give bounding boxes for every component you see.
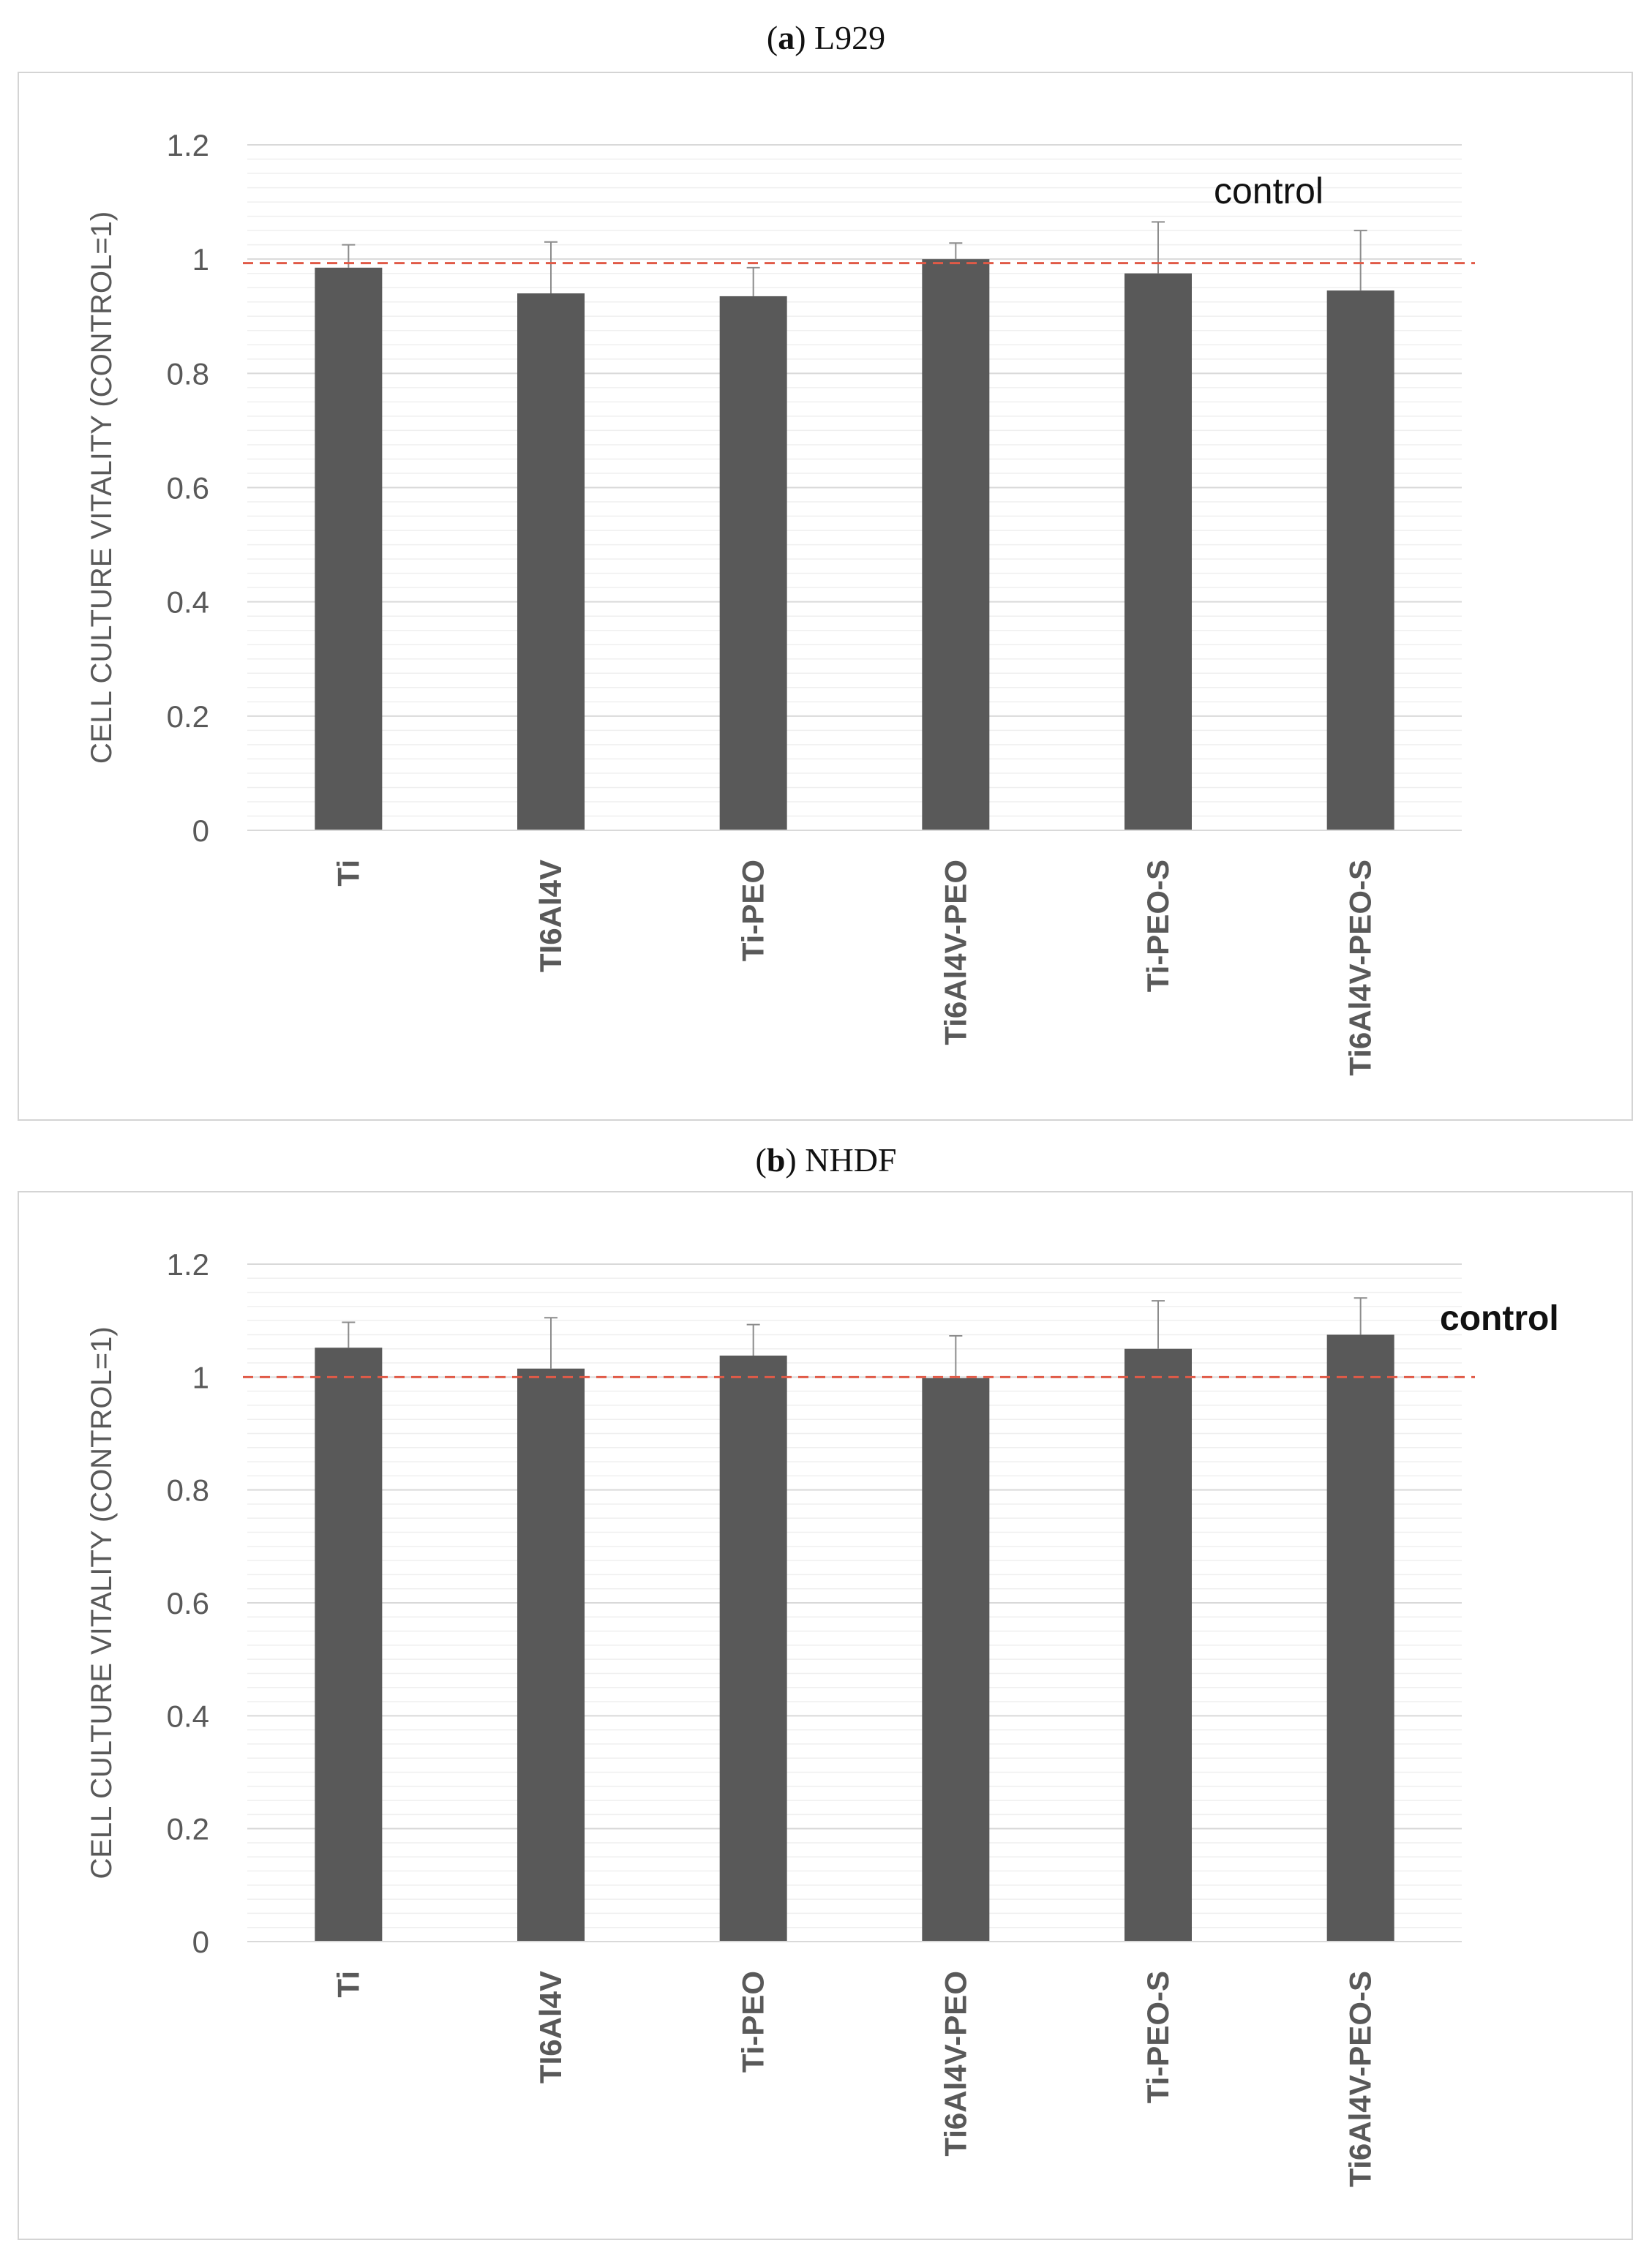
y-tick-label: 0: [192, 1925, 209, 1959]
bar-5: [1326, 290, 1394, 830]
y-axis-label: CELL CULTURE VITALITY (CONTROL=1): [86, 211, 118, 764]
x-tick-label-0: Ti: [331, 1971, 365, 1998]
bar-3: [922, 259, 990, 830]
y-axis-label: CELL CULTURE VITALITY (CONTROL=1): [86, 1326, 118, 1879]
bar-4: [1125, 273, 1192, 830]
x-tick-label-2: Ti-PEO: [736, 860, 770, 961]
panel-a-letter: a: [778, 19, 795, 56]
y-tick-label: 1.2: [167, 1247, 209, 1282]
control-label: control: [1440, 1299, 1559, 1338]
panel-a-frame: 0 0.2 0.4 0.6 0.8 1 1.2 CELL CULTURE VITALITY (…: [18, 72, 1633, 1121]
y-tick-label: 0.2: [167, 699, 209, 734]
x-tick-label-4: Ti-PEO-S: [1141, 860, 1175, 992]
y-tick-label: 0: [192, 814, 209, 848]
x-tick-label-5: Ti6Al4V-PEO-S: [1343, 860, 1378, 1076]
bar-2: [719, 296, 787, 830]
bar-3: [922, 1378, 990, 1942]
x-tick-label-5: Ti6Al4V-PEO-S: [1343, 1971, 1378, 2187]
y-tick-label: 1: [192, 1360, 209, 1394]
panel-a-title: (a) L929: [766, 19, 886, 56]
bar-4: [1125, 1348, 1192, 1942]
x-tick-label-4: Ti-PEO-S: [1141, 1971, 1175, 2103]
y-tick-label: 0.6: [167, 1586, 209, 1620]
bar-5: [1326, 1334, 1394, 1942]
x-tick-label-1: TI6Al4V: [533, 1971, 568, 2083]
bar-1: [517, 293, 585, 830]
y-tick-label: 1: [192, 242, 209, 277]
bar-0: [315, 267, 383, 831]
x-tick-label-1: TI6Al4V: [533, 860, 568, 972]
x-tick-label-3: Ti6Al4V-PEO: [938, 860, 972, 1045]
y-tick-label: 0.4: [167, 585, 209, 620]
y-tick-label: 0.8: [167, 356, 209, 391]
x-tick-label-2: Ti-PEO: [736, 1971, 770, 2073]
x-tick-label-3: Ti6Al4V-PEO: [938, 1971, 972, 2157]
y-tick-label: 0.4: [167, 1699, 209, 1733]
panel-a-name: L929: [814, 19, 886, 56]
control-label: control: [1214, 170, 1324, 211]
panel-b-frame: 0 0.2 0.4 0.6 0.8 1 1.2 CELL CULTURE VITALITY (…: [18, 1191, 1633, 2240]
bar-0: [315, 1348, 383, 1942]
panel-b-letter: b: [766, 1141, 786, 1179]
panel-b-name: NHDF: [805, 1141, 897, 1179]
y-tick-label: 1.2: [167, 128, 209, 162]
y-tick-label: 0.8: [167, 1473, 209, 1508]
chart-a: 0 0.2 0.4 0.6 0.8 1 1.2 CELL CULTURE VITALITY (…: [86, 128, 1475, 1076]
bar-1: [517, 1368, 585, 1942]
minor-gridlines: [247, 158, 1462, 817]
y-tick-label: 0.2: [167, 1812, 209, 1846]
chart-b: 0 0.2 0.4 0.6 0.8 1 1.2 CELL CULTURE VITALITY (…: [86, 1247, 1559, 2187]
y-tick-label: 0.6: [167, 471, 209, 506]
minor-gridlines: [247, 1277, 1462, 1928]
panel-b-title: (b) NHDF: [755, 1141, 897, 1179]
x-tick-label-0: Ti: [331, 860, 365, 887]
bar-2: [719, 1356, 787, 1942]
